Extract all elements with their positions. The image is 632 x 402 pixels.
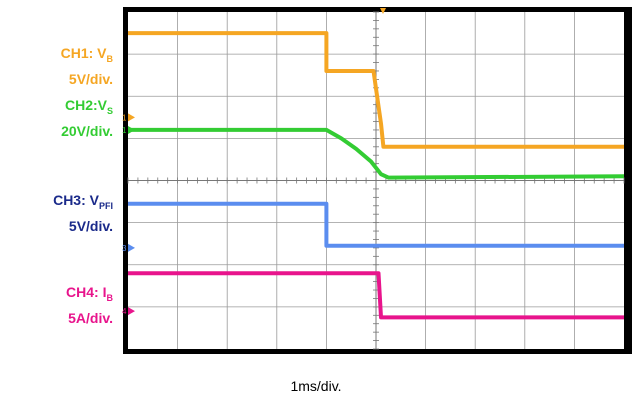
ch1-name: CH1: V: [60, 45, 107, 61]
ground-marker-arrow: [128, 113, 135, 122]
ground-marker-arrow: [128, 307, 135, 316]
ch3-name-subscript: PFI: [98, 200, 113, 211]
ground-marker-label: 1: [122, 126, 127, 135]
ground-marker-ch3: 3: [122, 243, 135, 253]
ch3-name: CH3: V: [53, 192, 99, 208]
graticule: [127, 11, 625, 350]
ground-marker-ch4: 4: [122, 307, 135, 316]
ground-marker-label: 1: [122, 113, 127, 122]
channel-markers: 1 1 3 4: [122, 113, 135, 316]
ch2-scale: 20V/div.: [61, 122, 113, 139]
ch3-scale: 5V/div.: [68, 217, 113, 234]
trace-ch1: [128, 31, 624, 149]
ch3-label: CH3: VPFI 5V/div.: [53, 190, 113, 236]
ch4-name: CH4: I: [66, 284, 107, 300]
ch4-name-subscript: B: [106, 292, 114, 303]
ch1-name-subscript: B: [106, 53, 114, 64]
trace-ch2: [128, 127, 625, 180]
trace-ch4: [128, 271, 624, 320]
ground-marker-ch1: 1: [122, 113, 135, 122]
trigger-position-marker: [380, 8, 386, 14]
ground-marker-label: 4: [122, 307, 127, 316]
ch2-label: CH2:VS 20V/div.: [61, 95, 113, 141]
ground-marker-ch2: 1: [122, 125, 135, 135]
ground-marker-arrow: [128, 243, 135, 252]
x-axis-label: 1ms/div.: [290, 378, 342, 394]
ground-marker-label: 3: [122, 244, 127, 253]
traces: [128, 31, 625, 320]
ch1-label: CH1: VB 5V/div.: [61, 43, 113, 89]
ch4-label: CH4: IB 5A/div.: [66, 282, 113, 328]
trace-ch3: [128, 201, 624, 248]
ch1-scale: 5V/div.: [68, 70, 113, 87]
ground-marker-arrow: [128, 125, 135, 134]
ch2-name-subscript: S: [106, 105, 113, 116]
ch2-name: CH2:V: [64, 97, 107, 113]
ch4-scale: 5A/div.: [68, 309, 113, 326]
